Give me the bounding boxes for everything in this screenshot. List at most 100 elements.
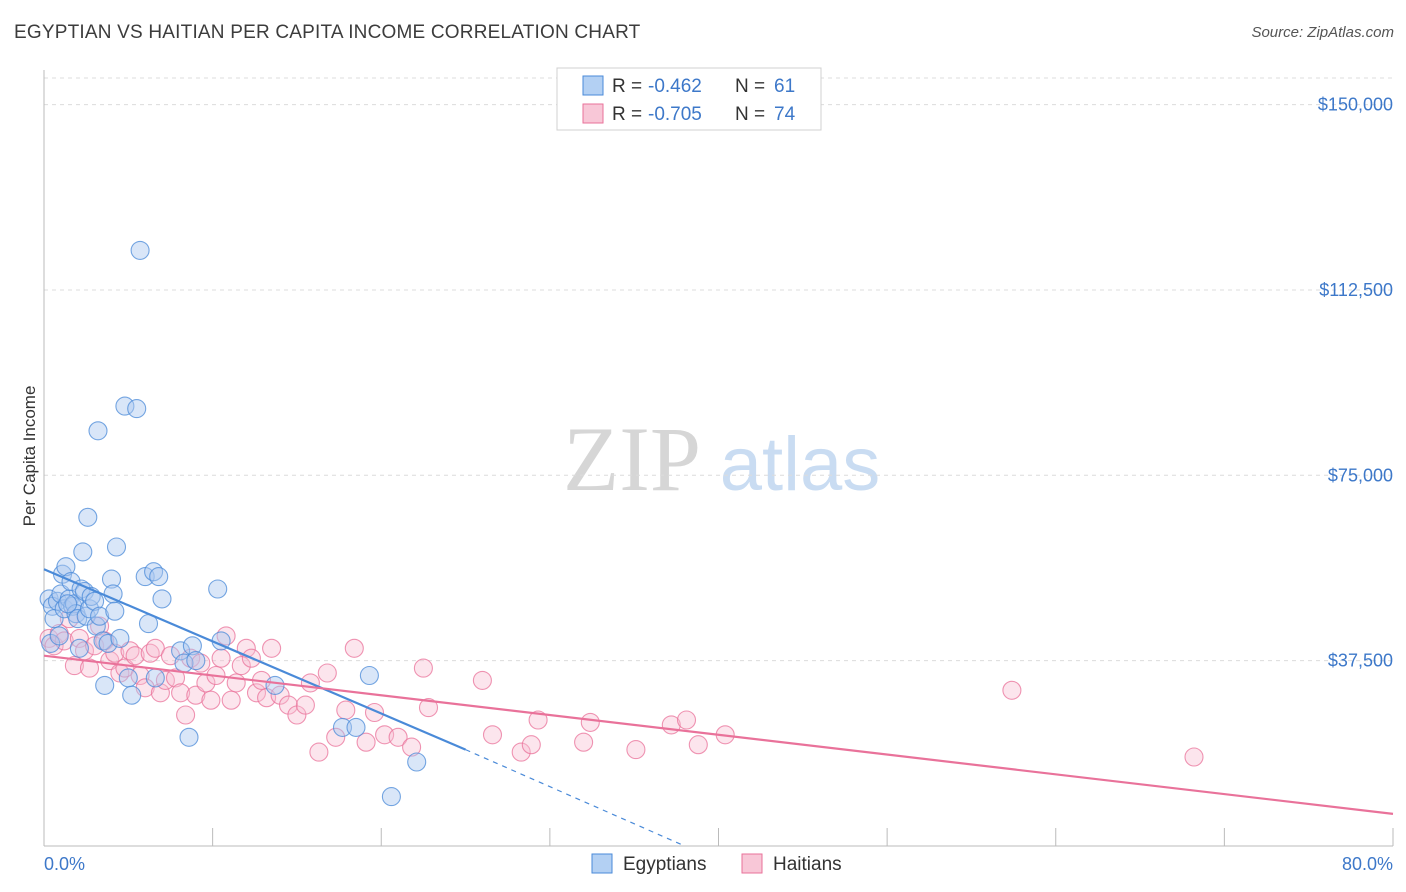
haitians-point — [211, 648, 231, 668]
haitians-point — [574, 732, 594, 752]
egyptians-point — [182, 636, 202, 656]
egyptians-point — [88, 421, 108, 441]
egyptians-point — [208, 579, 228, 599]
haitians-point — [201, 690, 221, 710]
legend-egyptians-label: Egyptians — [623, 854, 706, 875]
egyptians-point — [69, 638, 89, 658]
gridlines — [44, 77, 1393, 662]
haitians-point — [626, 740, 646, 760]
haitians-point — [402, 737, 422, 757]
egyptians-point — [149, 567, 169, 587]
egyptians-point — [179, 727, 199, 747]
y-axis-label: Per Capita Income — [20, 386, 39, 527]
haitians-point — [105, 643, 125, 663]
haitians-point — [270, 685, 290, 705]
haitians-point — [388, 727, 408, 747]
watermark-zip: ZIP — [563, 408, 701, 510]
haitians-point — [44, 636, 64, 656]
haitians-point — [165, 668, 186, 688]
legend-haitians-swatch — [741, 853, 763, 874]
egyptians-point — [359, 665, 379, 686]
haitians-point — [1002, 680, 1022, 700]
egyptians-point — [346, 717, 366, 737]
egyptians-point — [95, 675, 115, 695]
egyptians-point — [171, 641, 191, 661]
source-label: Source: ZipAtlas.com — [1251, 24, 1394, 41]
y-tick-label: $75,000 — [1328, 465, 1393, 485]
legend-r-value-1: -0.462 — [648, 76, 702, 97]
egyptians-point — [332, 717, 353, 737]
haitians-point — [317, 663, 337, 683]
egyptians-point — [56, 557, 76, 577]
egyptians-point — [118, 668, 138, 688]
haitians-point — [145, 638, 165, 658]
haitians-point — [278, 695, 299, 715]
y-tick-label: $112,500 — [1319, 280, 1393, 300]
y-tick-label: $150,000 — [1318, 95, 1393, 115]
y-tick-labels: $37,500 $75,000 $112,500 $150,000 — [1318, 95, 1393, 671]
haitians-point — [580, 712, 600, 732]
haitians-point — [79, 658, 100, 678]
haitians-point — [186, 685, 206, 705]
haitians-point — [413, 658, 433, 678]
legend-n-label-2: N = — [735, 104, 765, 125]
egyptians-point — [186, 651, 206, 671]
egyptians-point — [127, 399, 147, 419]
haitians-point — [171, 683, 191, 703]
egyptians-point — [407, 752, 427, 772]
haitians-point — [221, 690, 241, 710]
legend-r-label-1: R = — [612, 76, 642, 97]
egyptians-point — [265, 675, 285, 695]
egyptians-trend-line — [43, 568, 466, 751]
egyptians-point — [103, 584, 123, 604]
egyptians-point — [115, 396, 135, 416]
egyptians-point — [93, 631, 113, 651]
haitians-point — [64, 656, 84, 676]
haitians-point — [336, 700, 356, 720]
x-tick-label-max: 80.0% — [1342, 854, 1393, 874]
egyptians-point — [73, 542, 93, 562]
trend-lines — [43, 568, 1394, 847]
legend-egyptians-swatch — [591, 853, 613, 874]
watermark-atlas: atlas — [720, 422, 881, 507]
data-points — [39, 240, 1204, 807]
egyptians-point — [78, 507, 98, 527]
haitians-point — [176, 705, 196, 725]
haitians-point — [676, 710, 697, 730]
haitians-point — [191, 653, 211, 673]
haitians-point — [59, 609, 79, 629]
egyptians-point — [152, 589, 172, 609]
egyptians-point — [58, 594, 78, 614]
egyptians-point — [381, 787, 401, 807]
legend-n-value-1: 61 — [774, 76, 795, 97]
egyptians-point — [49, 626, 69, 646]
haitians-point — [1184, 747, 1204, 767]
egyptians-swatch — [582, 75, 604, 96]
y-tick-label: $37,500 — [1328, 651, 1393, 671]
haitians-point — [344, 638, 364, 658]
egyptians-point — [90, 606, 110, 626]
stats-legend: R = -0.462 N = 61 R = -0.705 N = 74 — [556, 67, 822, 131]
egyptians-point — [130, 240, 150, 260]
egyptians-point — [105, 601, 125, 621]
haitians-point — [356, 732, 376, 752]
haitians-point — [295, 695, 315, 715]
legend-n-label-1: N = — [735, 76, 765, 97]
legend-haitians-label: Haitians — [773, 854, 842, 875]
haitians-point — [69, 628, 89, 648]
egyptians-point — [101, 569, 122, 589]
haitians-swatch — [582, 103, 604, 124]
haitians-point — [309, 742, 329, 762]
legend-r-label-2: R = — [612, 104, 642, 125]
haitians-point — [181, 648, 201, 668]
haitians-point — [482, 725, 503, 745]
haitians-point — [246, 683, 267, 703]
haitians-point — [528, 710, 548, 730]
haitians-point — [262, 638, 282, 658]
haitians-point — [511, 742, 531, 762]
legend-n-value-2: 74 — [774, 104, 796, 125]
series-legend: Egyptians Haitians — [591, 853, 842, 875]
haitians-point — [125, 646, 145, 666]
egyptians-point — [98, 633, 118, 653]
